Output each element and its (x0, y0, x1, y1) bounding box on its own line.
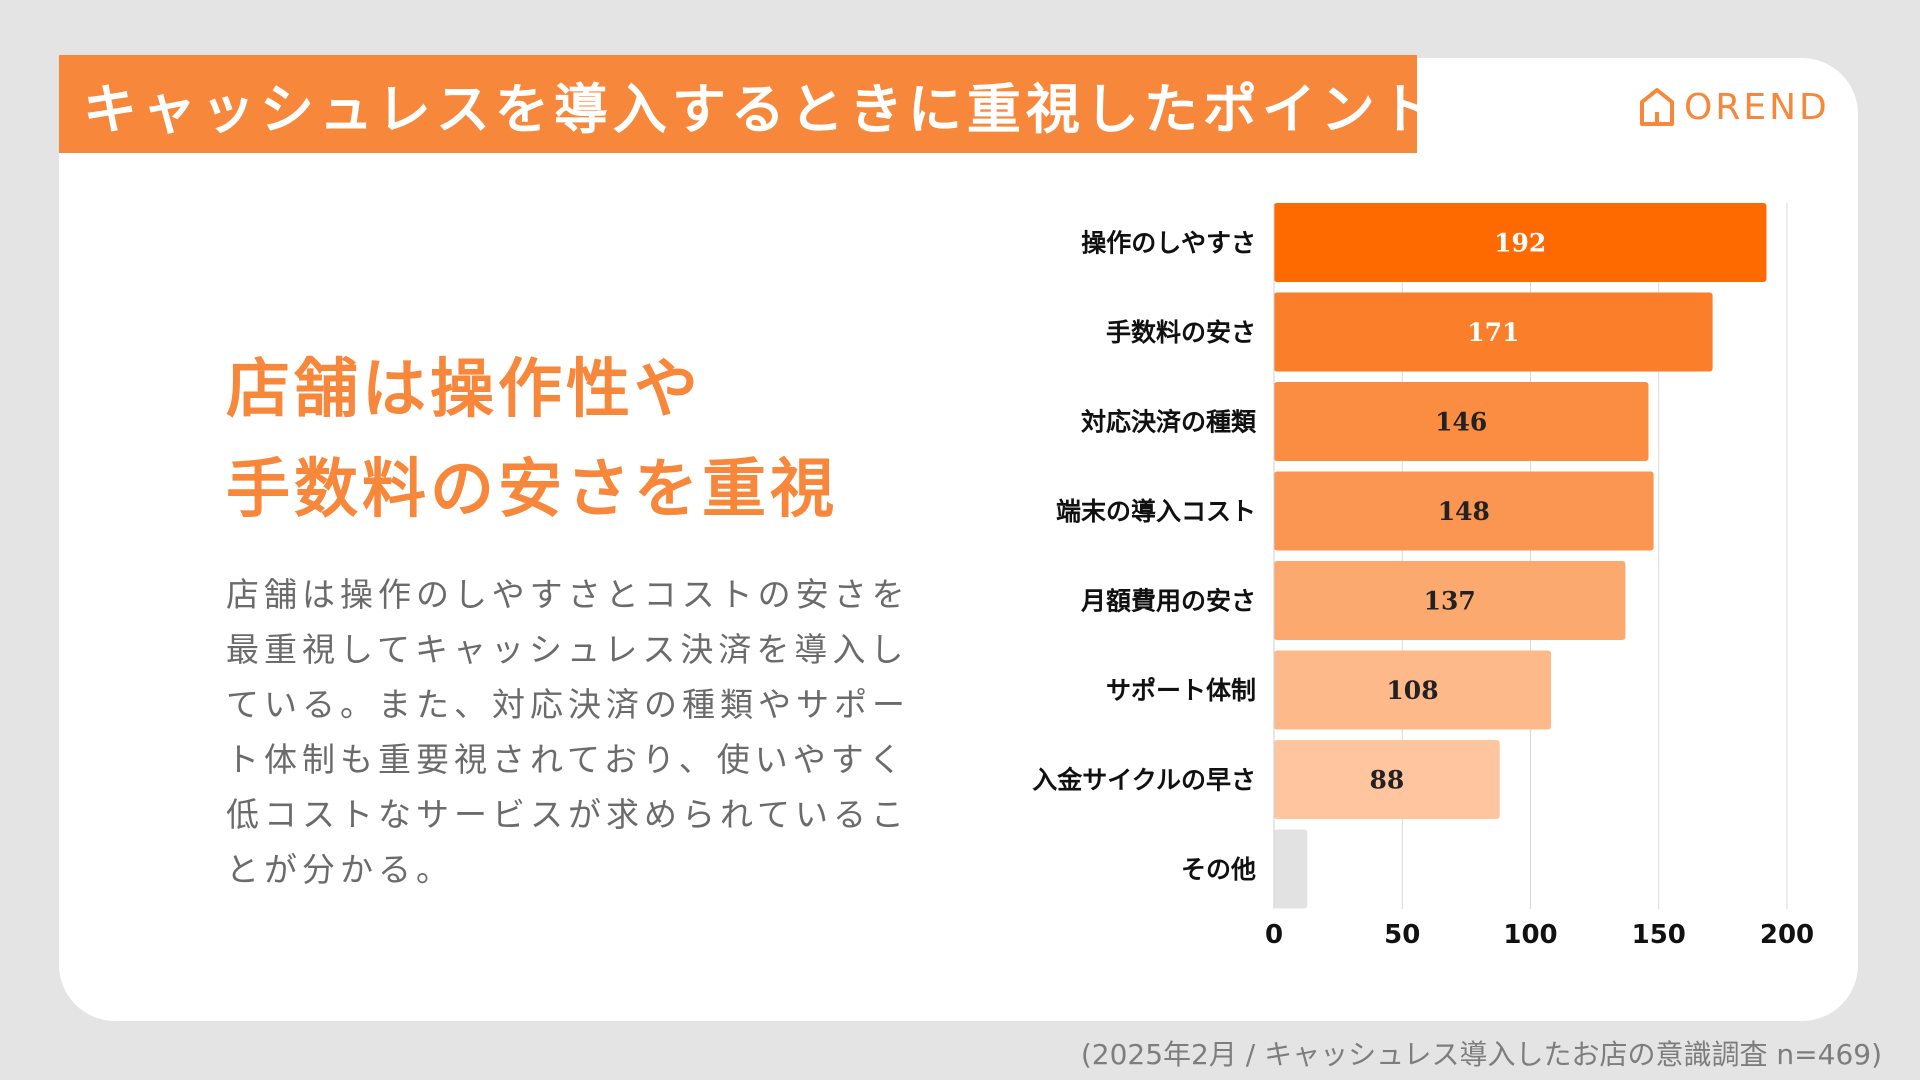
bar (1274, 203, 1767, 282)
page-title: キャッシュレスを導入するときに重視したポイント (83, 77, 1439, 141)
body-paragraph: 店舗は操作のしやすさとコストの安さを最重視してキャッシュレス決済を導入している。… (226, 575, 910, 889)
bar (1274, 740, 1500, 819)
x-tick-label: 200 (1760, 920, 1814, 950)
category-label: 入金サイクルの早さ (1032, 766, 1256, 795)
category-label: サポート体制 (1106, 676, 1256, 705)
data-label: 88 (1369, 766, 1404, 795)
x-tick-label: 0 (1265, 920, 1283, 950)
data-label: 108 (1386, 676, 1438, 705)
category-label: 操作のしやすさ (1081, 229, 1256, 258)
category-label: 端末の導入コスト (1056, 497, 1256, 526)
title-banner: キャッシュレスを導入するときに重視したポイント (59, 55, 1434, 153)
x-tick-label: 100 (1503, 920, 1557, 950)
category-label: その他 (1181, 855, 1256, 884)
bar (1274, 561, 1626, 640)
category-label: 対応決済の種類 (1081, 408, 1257, 437)
logo-text: OREND (1684, 86, 1830, 128)
x-tick-label: 150 (1632, 920, 1686, 950)
data-label: 171 (1467, 318, 1519, 347)
headline: 店舗は操作性や 手数料の安さを重視 (226, 340, 838, 540)
bar (1274, 382, 1649, 461)
bar (1274, 471, 1654, 551)
source-note: (2025年2月 / キャッシュレス導入したお店の意識調査 n=469) (1080, 1038, 1882, 1071)
bar (1274, 829, 1308, 909)
category-label: 手数料の安さ (1106, 318, 1256, 347)
bar (1274, 292, 1713, 372)
house-icon (1640, 88, 1674, 126)
data-label: 192 (1494, 229, 1546, 258)
data-label: 146 (1435, 408, 1487, 437)
data-label: 137 (1424, 587, 1476, 616)
brand-logo: OREND (1636, 84, 1830, 130)
data-label: 148 (1438, 497, 1490, 526)
x-tick-label: 50 (1384, 920, 1420, 950)
bar (1274, 650, 1552, 730)
headline-line-2: 手数料の安さを重視 (226, 453, 838, 527)
headline-line-1: 店舗は操作性や (226, 353, 702, 427)
category-label: 月額費用の安さ (1080, 587, 1256, 616)
